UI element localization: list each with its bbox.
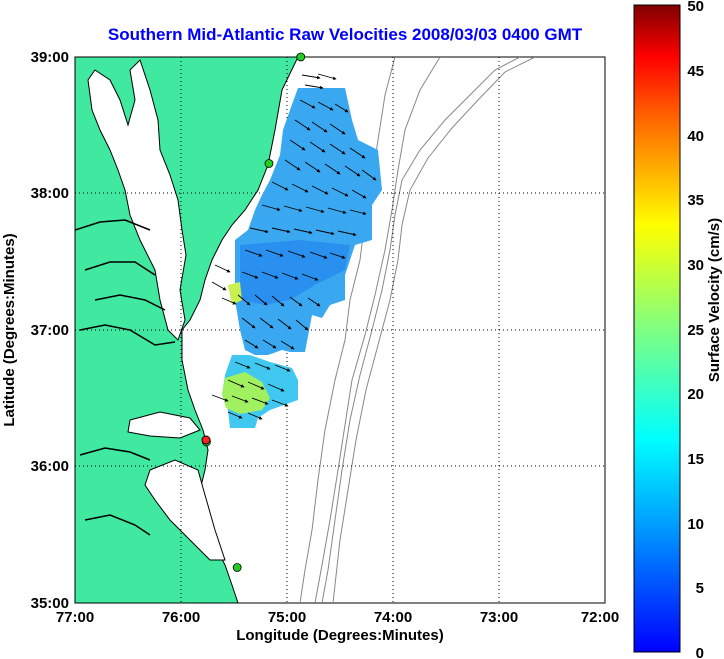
y-tick-labels: 39:00 38:00 37:00 36:00 35:00 — [31, 49, 69, 612]
x-tick-label: 76:00 — [162, 609, 200, 626]
colorbar-tick-label: 35 — [687, 192, 704, 209]
y-tick-label: 35:00 — [31, 595, 69, 612]
x-tick-label: 73:00 — [480, 609, 518, 626]
colorbar-tick-label: 20 — [687, 386, 704, 403]
station-marker-green — [296, 52, 306, 62]
station-marker-green — [264, 159, 274, 168]
river-york — [94, 294, 166, 311]
colorbar-label: Surface Velocity (cm/s) — [706, 218, 723, 382]
velocity-arrows — [211, 73, 377, 420]
y-tick-label: 39:00 — [31, 49, 69, 66]
colorbar-tick-label: 45 — [687, 63, 704, 80]
colorbar-tick-label: 15 — [687, 451, 704, 468]
albemarle-sound — [127, 411, 201, 439]
velocity-patch-edge — [228, 282, 242, 305]
colorbar-tick-label: 0 — [696, 645, 704, 659]
river-nc — [79, 447, 151, 461]
x-tick-labels: 77:00 76:00 75:00 74:00 73:00 72:00 — [56, 609, 619, 626]
river-rappahannock — [84, 261, 156, 276]
colorbar-tick-labels: 0 5 10 15 20 25 30 35 40 45 50 — [687, 0, 704, 659]
map-title: Southern Mid-Atlantic Raw Velocities 200… — [108, 25, 583, 44]
y-tick-label: 36:00 — [31, 458, 69, 475]
x-axis-label: Longitude (Degrees:Minutes) — [236, 627, 444, 644]
colorbar-tick-label: 40 — [687, 128, 704, 145]
y-tick-label: 38:00 — [31, 185, 69, 202]
chesapeake-bay — [87, 59, 187, 341]
colorbar-tick-label: 50 — [687, 0, 704, 15]
bathymetry-contours — [299, 57, 536, 603]
x-tick-label: 75:00 — [268, 609, 306, 626]
x-tick-label: 72:00 — [581, 609, 619, 626]
y-axis-label: Latitude (Degrees:Minutes) — [1, 233, 18, 426]
x-tick-label: 74:00 — [374, 609, 412, 626]
colorbar-tick-label: 25 — [687, 322, 704, 339]
river-neuse — [84, 514, 151, 536]
station-marker-red — [201, 435, 211, 445]
river-potomac — [75, 219, 151, 231]
x-tick-label: 77:00 — [56, 609, 94, 626]
river-james — [79, 324, 176, 346]
colorbar-tick-label: 30 — [687, 257, 704, 274]
colorbar-tick-label: 5 — [696, 580, 704, 597]
pamlico-sound — [144, 459, 226, 561]
station-marker-green — [232, 563, 242, 572]
y-tick-label: 37:00 — [31, 322, 69, 339]
colorbar — [633, 4, 681, 653]
colorbar-tick-label: 10 — [687, 516, 704, 533]
